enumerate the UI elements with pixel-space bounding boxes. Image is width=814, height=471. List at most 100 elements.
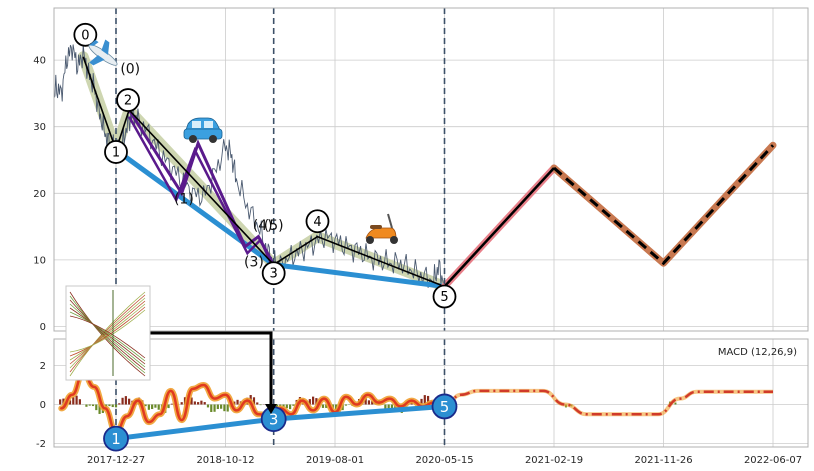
airplane-wing-top [101,39,110,55]
car-window-back [204,121,213,128]
x-tick-label: 2021-11-26 [634,455,692,466]
macd-histogram-bar [390,404,394,409]
macd-histogram-bar [325,404,328,408]
car-wheel-front [189,135,197,143]
wave-point-circle [305,209,330,234]
wave-point-label: 4 [313,215,321,230]
x-tick-label: 2017-12-27 [87,455,145,466]
macd-wave-circle [431,393,458,420]
macd-histogram-bar [344,404,348,406]
macd-histogram-bar [121,397,124,405]
wave-point-label: 0 [81,28,89,43]
car-icon [183,117,223,143]
macd-histogram-bar [674,402,677,405]
macd-histogram-bar [72,397,75,405]
macd-histogram-bar [220,404,223,409]
y-tick-label-price: 10 [33,255,46,266]
macd-histogram-bar [315,398,318,405]
thumbnail-curve [69,307,146,365]
macd-histogram-bar [180,402,183,405]
macd-histogram-bar [78,399,81,405]
price-series-pre [28,151,39,171]
macd-histogram-bar [236,399,239,405]
macd-histogram-bar [285,404,288,409]
macd-histogram-bar [151,404,154,410]
sub-wave-label: (1) [174,191,194,207]
macd-wave-circle [103,425,129,452]
macd-histogram-bar [289,404,292,410]
wave-point-circle [261,261,286,286]
macd-histogram-bar [312,396,315,405]
macd-histogram-bar [124,396,127,405]
wave-point-label: 3 [270,267,278,282]
thumbnail-connector-line [150,331,273,408]
macd-histogram-bar [423,395,426,405]
airplane-tail [89,39,99,46]
macd-histogram-bar [308,399,311,405]
macd-histogram-bar [282,404,285,408]
macd-wave-label: 5 [440,398,450,416]
airplane-icon [88,39,118,66]
macd-histogram-bar [157,404,160,410]
macd-histogram-bar [144,404,147,407]
forecast-path-core [553,144,775,266]
y-tick-label-macd: 0 [40,400,46,411]
macd-histogram-bar [95,404,98,411]
macd-histogram-bar [206,404,210,408]
scooter-wheel-front [390,236,398,244]
macd-histogram-bar [111,404,114,408]
macd-histogram-bar [210,404,213,412]
macd-forecast-line [444,389,773,416]
x-tick-label: 2022-06-07 [744,455,802,466]
macd-histogram-bar [91,404,95,407]
macd-forecast-band [444,388,773,417]
macd-histogram-bar [384,404,387,411]
thumbnail-curve [69,300,146,365]
thumbnail-curve [69,311,146,362]
macd-histogram-bar [154,404,157,408]
macd-histogram-bar [88,404,91,406]
car-window-front [192,121,201,128]
macd-histogram-bar [197,402,200,405]
thumbnail-curve [69,299,146,371]
scooter-wheel-back [366,236,374,244]
macd-histogram-bar [292,404,295,406]
macd-histogram-bar [108,404,111,407]
x-tick-label: 2019-08-01 [306,455,364,466]
x-tick-label: 2018-10-12 [196,455,254,466]
macd-histogram-bar [118,403,121,405]
macd-histogram-bar [167,404,170,409]
macd-histogram-bar [203,402,206,405]
macd-histogram-bar [216,404,219,410]
macd-histogram-bar [85,404,88,407]
macd-histogram-bar [59,399,62,405]
macd-histogram-bar [147,404,150,410]
macd-histogram-bar [371,401,374,405]
thumbnail-curve [69,306,146,357]
wave-point-label: 1 [112,146,120,161]
macd-histogram-bar [252,397,256,405]
wave-band [77,51,450,292]
macd-histogram-bar [213,404,216,412]
thumbnail-curve [69,303,146,361]
scooter-icon [365,213,398,244]
wave-point-circle [116,88,140,112]
scooter-seat [370,225,382,229]
y-tick-label-macd: 2 [40,361,46,372]
macd-histogram-bar [364,396,367,405]
macd-histogram-bar [387,404,390,412]
macd-histogram-bar [256,402,259,405]
macd-histogram-bar [426,395,430,405]
wave-point-circle [432,284,457,309]
macd-histogram-bar [223,404,226,412]
x-tick-label: 2020-05-15 [415,455,473,466]
thumbnail-icon [65,285,151,381]
scooter-handle-bar [387,213,393,229]
airplane-wing-bottom [89,55,105,66]
macd-histogram-bar [98,404,101,414]
wave-point-circle [73,22,98,47]
sub-wave-label: (3) [244,255,264,271]
macd-wave-label: 3 [269,411,279,429]
macd-histogram-bar [75,395,78,405]
wave-purple-line-2 [128,116,275,270]
